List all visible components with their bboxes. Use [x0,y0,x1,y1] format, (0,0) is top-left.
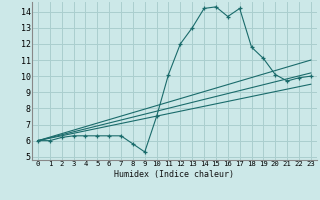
X-axis label: Humidex (Indice chaleur): Humidex (Indice chaleur) [115,170,234,179]
